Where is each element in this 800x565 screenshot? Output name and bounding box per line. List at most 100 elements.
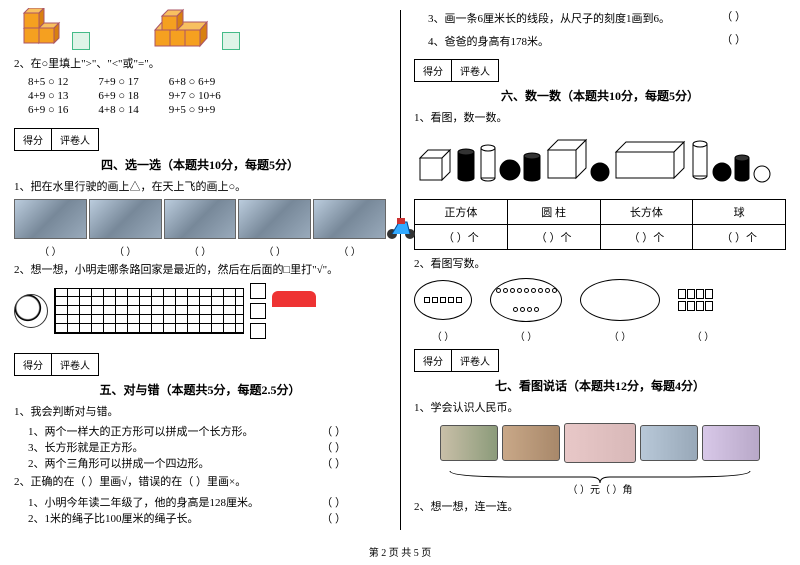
score-label: 得分 bbox=[415, 60, 452, 81]
cmp-text: 6+9 ○ 18 bbox=[98, 90, 138, 102]
section-4-title: 四、选一选（本题共10分，每题5分） bbox=[14, 156, 386, 173]
s6-q1: 1、看图，数一数。 bbox=[414, 110, 786, 127]
blank[interactable]: （ ） bbox=[14, 243, 87, 258]
bill-image bbox=[564, 423, 636, 463]
reviewer-label: 评卷人 bbox=[52, 129, 98, 150]
cmp-text: 4+8 ○ 14 bbox=[98, 104, 138, 116]
s5-q1: 1、我会判断对与错。 bbox=[14, 404, 386, 421]
shape-count-table: 正方体 圆 柱 长方体 球 （ ）个 （ ）个 （ ）个 （ ）个 bbox=[414, 199, 786, 250]
page-footer: 第 2 页 共 5 页 bbox=[0, 540, 800, 559]
compare-grid: 8+5 ○ 12 4+9 ○ 13 6+9 ○ 16 7+9 ○ 17 6+9 … bbox=[14, 76, 386, 116]
score-label: 得分 bbox=[415, 350, 452, 371]
td[interactable]: （ ）个 bbox=[415, 224, 508, 249]
oval-empty bbox=[580, 279, 660, 321]
house-icon bbox=[272, 291, 316, 331]
s4-q2: 2、想一想，小明走哪条路回家是最近的，然后在后面的□里打"√"。 bbox=[14, 262, 386, 279]
blank[interactable]: （ ） bbox=[238, 243, 311, 258]
td[interactable]: （ ）个 bbox=[507, 224, 600, 249]
q2-prompt: 2、在○里填上">"、"<"或"="。 bbox=[14, 56, 386, 73]
orange-cubes-right bbox=[150, 8, 214, 50]
s7-q2: 2、想一想，连一连。 bbox=[414, 499, 786, 516]
cmp-text: 4+9 ○ 13 bbox=[28, 90, 68, 102]
bill-image bbox=[702, 425, 760, 461]
vehicle-img bbox=[238, 199, 311, 239]
tf-item: 3、长方形就是正方形。 bbox=[28, 439, 144, 455]
tf-blank[interactable]: （ ） bbox=[321, 510, 346, 526]
vehicle-img bbox=[14, 199, 87, 239]
th: 球 bbox=[693, 199, 786, 224]
r-q4: 4、爸爸的身高有178米。 bbox=[428, 34, 549, 51]
ovals-row bbox=[414, 278, 786, 322]
cmp-text: 6+9 ○ 16 bbox=[28, 104, 68, 116]
vehicle-img bbox=[89, 199, 162, 239]
money-row bbox=[414, 423, 786, 463]
answer-box-1[interactable] bbox=[72, 32, 90, 50]
s7-q1: 1、学会认识人民币。 bbox=[414, 400, 786, 417]
th: 长方体 bbox=[600, 199, 693, 224]
score-label: 得分 bbox=[15, 129, 52, 150]
maze-row bbox=[14, 283, 386, 339]
td[interactable]: （ ）个 bbox=[600, 224, 693, 249]
tf-blank[interactable]: （ ） bbox=[321, 439, 346, 455]
check-box[interactable] bbox=[250, 323, 266, 339]
oval-dots bbox=[490, 278, 562, 322]
score-box: 得分 评卷人 bbox=[14, 128, 99, 151]
panda-icon bbox=[14, 294, 48, 328]
th: 正方体 bbox=[415, 199, 508, 224]
blank[interactable]: （ ） bbox=[490, 328, 562, 343]
maze-grid bbox=[54, 288, 244, 334]
blank[interactable]: （ ） bbox=[580, 328, 660, 343]
s6-q2: 2、看图写数。 bbox=[414, 256, 786, 273]
oval-shapes bbox=[414, 280, 472, 320]
vehicle-img bbox=[313, 199, 386, 239]
tf-blank[interactable]: （ ） bbox=[321, 494, 346, 510]
tf-item: 1、小明今年读二年级了，他的身高是128厘米。 bbox=[28, 494, 259, 510]
tf-blank[interactable]: （ ） bbox=[721, 8, 746, 31]
check-box[interactable] bbox=[250, 303, 266, 319]
td[interactable]: （ ）个 bbox=[693, 224, 786, 249]
scooter-icon bbox=[385, 210, 417, 240]
blank[interactable]: （ ） bbox=[89, 243, 162, 258]
bill-image bbox=[502, 425, 560, 461]
cube-figures bbox=[14, 8, 386, 50]
score-box: 得分 评卷人 bbox=[414, 59, 499, 82]
blank[interactable]: （ ） bbox=[414, 328, 472, 343]
blank[interactable]: （ ） bbox=[678, 328, 728, 343]
shapes-figure bbox=[414, 130, 774, 190]
bill-image bbox=[640, 425, 698, 461]
reviewer-label: 评卷人 bbox=[452, 350, 498, 371]
reviewer-label: 评卷人 bbox=[452, 60, 498, 81]
bill-image bbox=[440, 425, 498, 461]
tf-item: 1、两个一样大的正方形可以拼成一个长方形。 bbox=[28, 423, 254, 439]
blank[interactable]: （ ） bbox=[313, 243, 386, 258]
answer-box-2[interactable] bbox=[222, 32, 240, 50]
cmp-text: 9+5 ○ 9+9 bbox=[169, 104, 221, 116]
check-box[interactable] bbox=[250, 283, 266, 299]
column-divider bbox=[400, 10, 401, 530]
vehicle-img bbox=[164, 199, 237, 239]
blank[interactable]: （ ） bbox=[164, 243, 237, 258]
section-5-title: 五、对与错（本题共5分，每题2.5分） bbox=[14, 381, 386, 398]
score-box: 得分 评卷人 bbox=[414, 349, 499, 372]
tf-blank[interactable]: （ ） bbox=[321, 455, 346, 471]
tens-frame bbox=[678, 289, 713, 311]
cmp-text: 8+5 ○ 12 bbox=[28, 76, 68, 88]
score-box: 得分 评卷人 bbox=[14, 353, 99, 376]
s4-q1: 1、把在水里行驶的画上△，在天上飞的画上○。 bbox=[14, 179, 386, 196]
tf-blank[interactable]: （ ） bbox=[721, 31, 746, 54]
cmp-text: 6+8 ○ 6+9 bbox=[169, 76, 221, 88]
oval-answers: （ ） （ ） （ ） （ ） bbox=[414, 328, 786, 343]
s5-q2: 2、正确的在（ ）里画√，错误的在（ ）里画×。 bbox=[14, 474, 386, 491]
reviewer-label: 评卷人 bbox=[52, 354, 98, 375]
section-7-title: 七、看图说话（本题共12分，每题4分） bbox=[414, 377, 786, 394]
bracket-row: （ ） （ ） （ ） （ ） （ ） bbox=[14, 243, 386, 258]
score-label: 得分 bbox=[15, 354, 52, 375]
tf-blank[interactable]: （ ） bbox=[321, 423, 346, 439]
r-q3: 3、画一条6厘米长的线段，从尺子的刻度1画到6。 bbox=[428, 11, 670, 28]
tf-item: 2、1米的绳子比100厘米的绳子长。 bbox=[28, 510, 199, 526]
money-answer[interactable]: （ ）元（ ）角 bbox=[414, 481, 786, 496]
th: 圆 柱 bbox=[507, 199, 600, 224]
orange-cubes-left bbox=[14, 8, 64, 50]
tf-item: 2、两个三角形可以拼成一个四边形。 bbox=[28, 455, 210, 471]
section-6-title: 六、数一数（本题共10分，每题5分） bbox=[414, 87, 786, 104]
